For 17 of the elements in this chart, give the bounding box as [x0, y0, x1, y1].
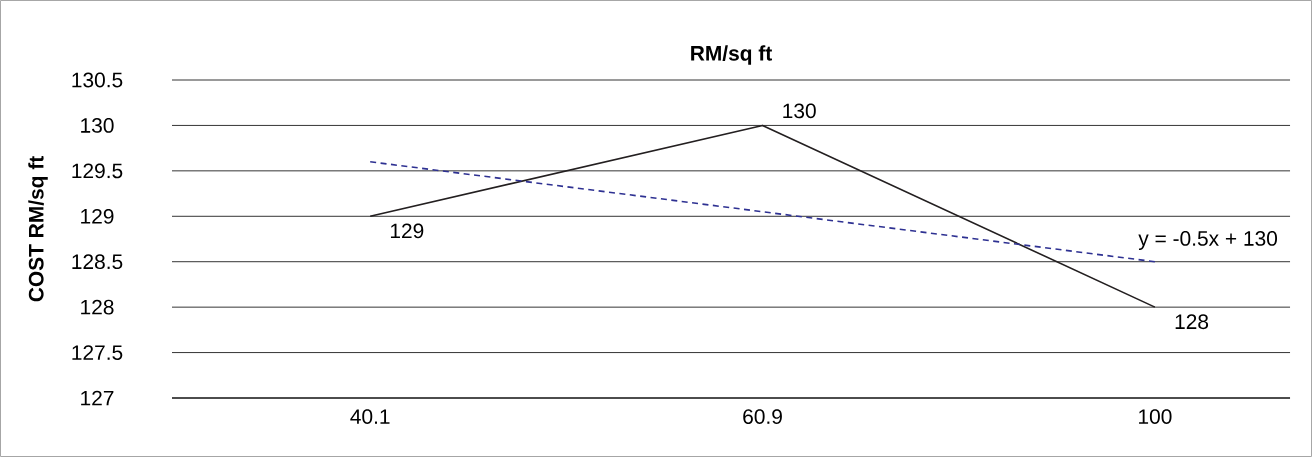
y-axis-title: COST RM/sq ft — [28, 156, 48, 302]
y-tick-label: 129.5 — [72, 163, 123, 179]
y-tick-label: 130.5 — [72, 72, 123, 88]
y-tick-label: 129 — [81, 208, 114, 224]
chart-title: RM/sq ft — [691, 45, 773, 65]
data-label: 130 — [783, 103, 816, 119]
x-tick-label: 40.1 — [350, 409, 390, 424]
y-tick-label: 127 — [81, 390, 114, 406]
annotation: y = -0.5x + 130 — [1138, 231, 1278, 250]
x-tick-label: 60.9 — [743, 409, 782, 424]
y-tick-label: 128.5 — [72, 254, 123, 270]
data-label: 129 — [390, 223, 424, 239]
y-tick-label: 127.5 — [72, 345, 123, 360]
y-tick-label: 130 — [81, 118, 114, 133]
x-tick-label: 100 — [1139, 409, 1172, 424]
y-tick-label: 128 — [81, 299, 114, 315]
data-label: 128 — [1175, 314, 1209, 330]
